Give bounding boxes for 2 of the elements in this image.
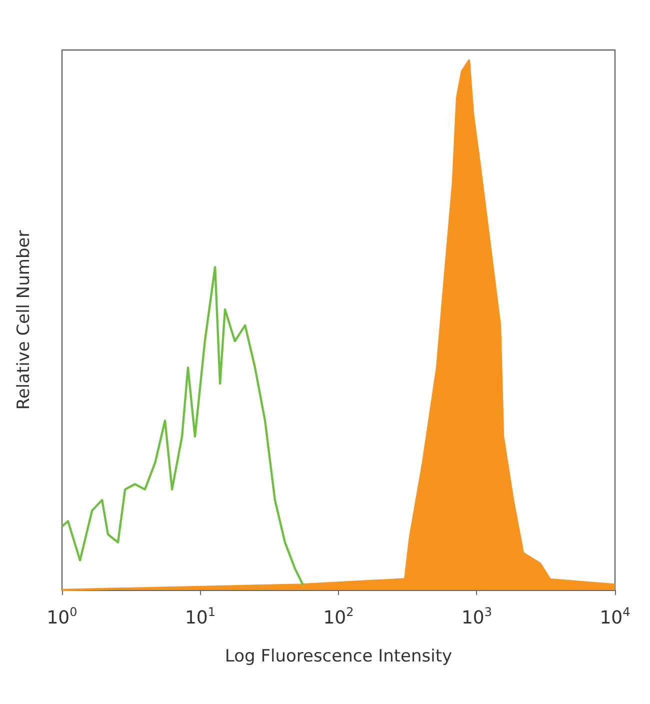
x-axis-title: Log Fluorescence Intensity — [224, 646, 452, 666]
y-axis-title: Relative Cell Number — [14, 230, 34, 410]
